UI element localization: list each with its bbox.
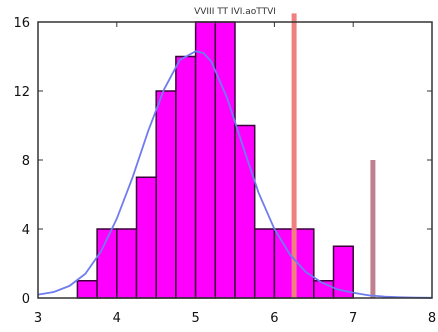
x-tick-label: 6 <box>270 311 278 326</box>
y-tick-label: 4 <box>22 223 30 238</box>
bars-layer <box>76 21 354 299</box>
histogram-bar-9 <box>253 228 276 299</box>
x-tick-label: 3 <box>34 311 42 326</box>
histogram-bar-5 <box>175 55 197 299</box>
x-tick-label: 5 <box>191 311 199 326</box>
x-tick-label: 4 <box>113 311 121 326</box>
x-tick-label: 7 <box>349 311 357 326</box>
y-tick-label: 16 <box>13 16 30 31</box>
axis-ticks-layer: 3 4 5 6 7 8 0 4 8 12 16 <box>13 16 436 326</box>
histogram-bar-10 <box>273 228 295 299</box>
reference-lines-layer <box>291 13 376 298</box>
y-tick-label: 0 <box>22 292 30 307</box>
reference-line-1 <box>370 160 376 298</box>
x-tick-label: 8 <box>428 311 436 326</box>
histogram-bar-4 <box>155 90 177 299</box>
histogram-bar-2 <box>116 228 138 299</box>
y-tick-label: 8 <box>22 154 30 169</box>
histogram-bar-3 <box>135 176 157 299</box>
y-tick-label: 12 <box>13 85 30 100</box>
density-curve <box>37 50 433 299</box>
histogram-bar-0 <box>76 280 98 299</box>
histogram-bar-7 <box>214 21 236 299</box>
reference-line-0 <box>291 13 297 298</box>
chart-title: VVIII TT IVI.aoTTVI <box>194 7 276 17</box>
